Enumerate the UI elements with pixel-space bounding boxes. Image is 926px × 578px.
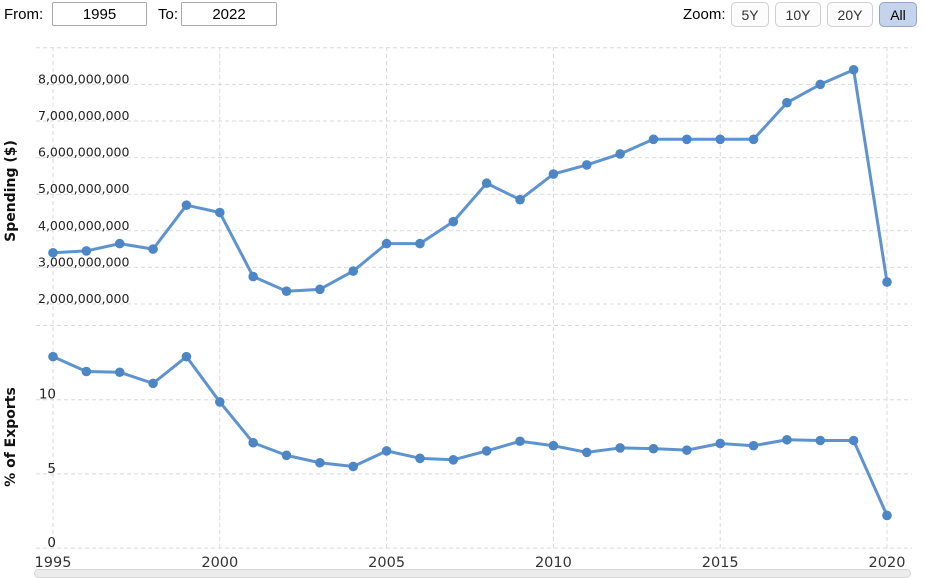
data-point-marker[interactable] xyxy=(281,286,292,296)
data-point-marker[interactable] xyxy=(648,134,659,145)
data-point-marker[interactable] xyxy=(215,397,225,407)
y-tick-label: 5,000,000,000 xyxy=(38,181,129,196)
data-point-marker[interactable] xyxy=(615,149,625,159)
data-point-marker[interactable] xyxy=(48,351,58,362)
spending-line xyxy=(51,68,889,293)
data-point-marker[interactable] xyxy=(682,445,692,455)
data-point-marker[interactable] xyxy=(648,443,659,454)
data-point-marker[interactable] xyxy=(581,160,592,170)
data-point-marker[interactable] xyxy=(415,453,425,464)
zoom-10y-button[interactable]: 10Y xyxy=(775,2,821,27)
data-point-marker[interactable] xyxy=(515,436,525,447)
data-point-marker[interactable] xyxy=(615,443,625,453)
data-point-marker[interactable] xyxy=(515,194,525,205)
data-point-marker[interactable] xyxy=(481,178,492,189)
x-tick-label: 2015 xyxy=(702,555,739,571)
data-point-marker[interactable] xyxy=(815,79,826,90)
data-point-marker[interactable] xyxy=(114,367,125,378)
to-label: To: xyxy=(158,6,179,23)
x-tick-label: 2020 xyxy=(869,555,906,571)
y-axis-title-exports: % of Exports xyxy=(3,387,19,487)
data-point-marker[interactable] xyxy=(715,134,725,145)
data-point-marker[interactable] xyxy=(348,266,359,276)
y-tick-label: 8,000,000,000 xyxy=(38,71,129,86)
data-point-marker[interactable] xyxy=(281,450,292,461)
x-tick-label: 2005 xyxy=(368,555,405,571)
zoom-20y-button[interactable]: 20Y xyxy=(827,2,873,27)
data-point-marker[interactable] xyxy=(715,438,725,449)
y-tick-label: 0 xyxy=(47,535,56,551)
data-point-marker[interactable] xyxy=(782,434,792,445)
data-point-marker[interactable] xyxy=(215,207,225,218)
data-point-marker[interactable] xyxy=(748,440,759,451)
y-tick-label: 6,000,000,000 xyxy=(38,145,129,160)
zoom-5y-button[interactable]: 5Y xyxy=(731,2,769,27)
to-year-input[interactable] xyxy=(181,2,277,26)
exports-share-line xyxy=(51,355,889,517)
y-tick-label: 2,000,000,000 xyxy=(38,291,129,306)
data-point-marker[interactable] xyxy=(848,435,859,446)
data-point-marker[interactable] xyxy=(348,461,359,472)
data-point-marker[interactable] xyxy=(415,238,425,249)
y-axis-title-spending: Spending ($) xyxy=(3,140,19,242)
data-point-marker[interactable] xyxy=(748,134,759,145)
from-label: From: xyxy=(4,6,44,23)
y-tick-label: 4,000,000,000 xyxy=(38,218,129,233)
data-point-marker[interactable] xyxy=(181,351,192,362)
data-point-marker[interactable] xyxy=(148,378,158,389)
data-point-marker[interactable] xyxy=(481,446,492,456)
data-point-marker[interactable] xyxy=(381,446,392,456)
data-point-marker[interactable] xyxy=(48,247,58,258)
zoom-all-button[interactable]: All xyxy=(879,2,917,27)
data-point-marker[interactable] xyxy=(248,271,258,282)
data-point-marker[interactable] xyxy=(148,244,158,254)
data-point-marker[interactable] xyxy=(381,238,392,249)
data-point-marker[interactable] xyxy=(181,200,192,210)
data-point-marker[interactable] xyxy=(81,246,92,256)
data-point-marker[interactable] xyxy=(448,455,459,465)
data-point-marker[interactable] xyxy=(315,457,325,468)
y-tick-label: 10 xyxy=(39,387,56,403)
data-point-marker[interactable] xyxy=(548,440,559,451)
y-tick-label: 3,000,000,000 xyxy=(38,254,129,269)
y-tick-label: 7,000,000,000 xyxy=(38,108,129,123)
data-point-marker[interactable] xyxy=(882,510,892,521)
data-point-marker[interactable] xyxy=(114,238,125,249)
y-tick-label: 5 xyxy=(47,461,56,477)
data-point-marker[interactable] xyxy=(448,216,459,227)
x-tick-label: 1995 xyxy=(35,555,72,571)
data-point-marker[interactable] xyxy=(815,435,826,446)
data-point-marker[interactable] xyxy=(882,277,892,287)
data-point-marker[interactable] xyxy=(848,64,859,75)
data-point-marker[interactable] xyxy=(248,437,258,448)
data-point-marker[interactable] xyxy=(548,169,559,179)
zoom-label: Zoom: xyxy=(683,6,726,23)
from-year-input[interactable] xyxy=(52,2,147,26)
x-tick-label: 2010 xyxy=(535,555,572,571)
data-point-marker[interactable] xyxy=(315,284,325,295)
x-tick-label: 2000 xyxy=(201,555,238,571)
range-scrollbar[interactable] xyxy=(34,569,911,578)
data-point-marker[interactable] xyxy=(581,447,592,458)
data-point-marker[interactable] xyxy=(782,97,792,108)
data-point-marker[interactable] xyxy=(81,366,92,377)
data-point-marker[interactable] xyxy=(682,134,692,145)
